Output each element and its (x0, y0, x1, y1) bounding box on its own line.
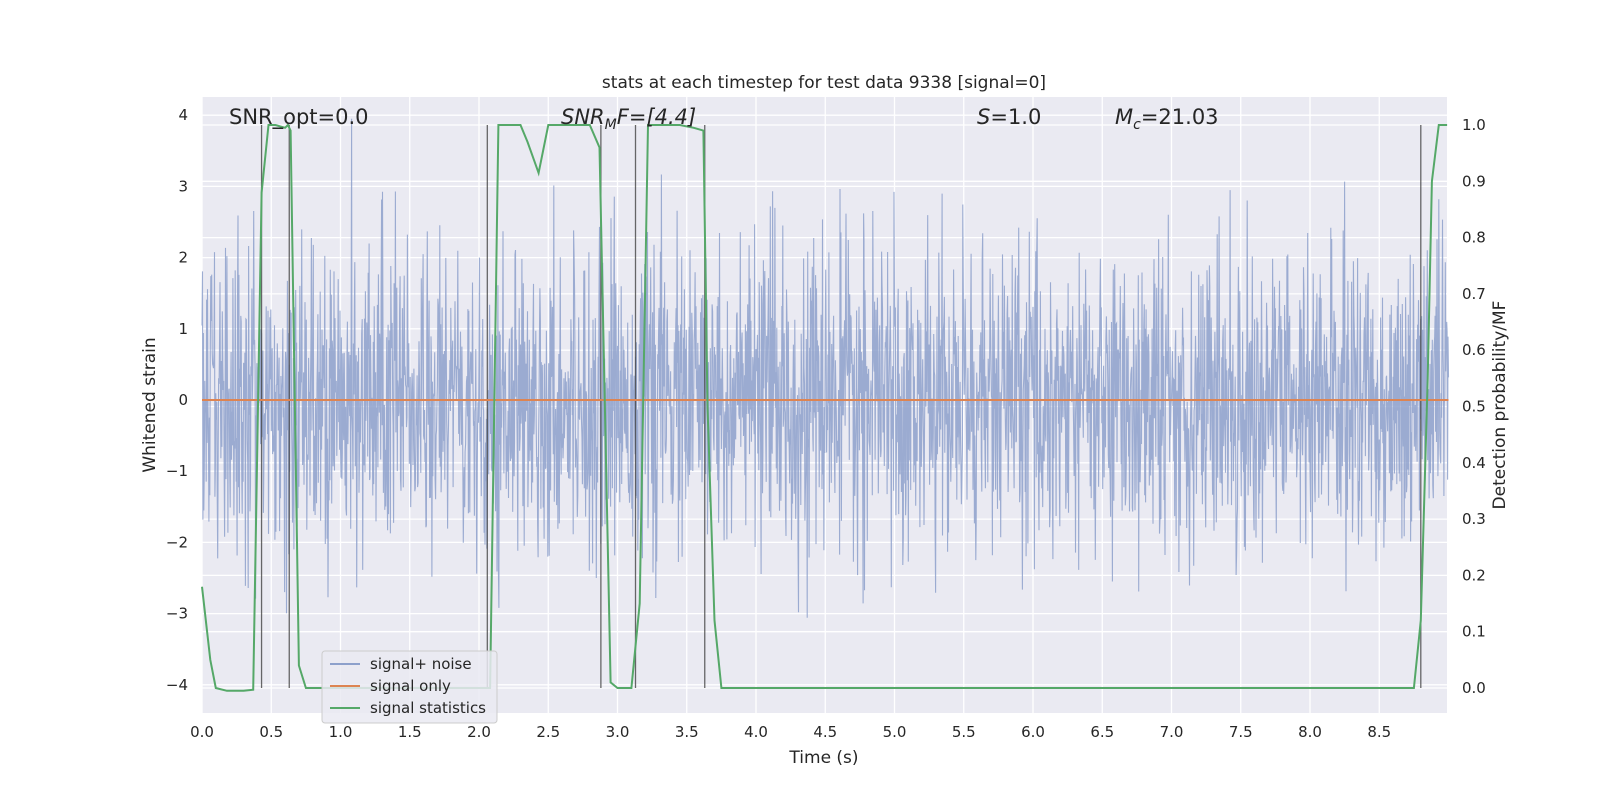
snr-mf-rest: F=[4.4] (617, 105, 696, 129)
noise-series (201, 118, 1450, 618)
legend-label-statistics: signal statistics (370, 699, 486, 717)
y-tick-label: 0 (178, 391, 188, 409)
mc-sub: c (1133, 117, 1141, 133)
y-right-axis-label: Detection probability/MF (1490, 301, 1510, 510)
x-tick-label: 5.5 (952, 723, 976, 741)
y-right-tick-label: 0.3 (1462, 510, 1486, 528)
snr-mf-sub: M (605, 117, 617, 133)
x-tick-label: 6.0 (1021, 723, 1045, 741)
y-tick-label: −3 (166, 605, 188, 623)
legend-box (321, 650, 498, 724)
y-right-tick-label: 0.7 (1462, 285, 1486, 303)
y-tick-label: −2 (166, 533, 188, 551)
x-tick-label: 7.5 (1229, 723, 1253, 741)
y-right-tick-label: 0.0 (1462, 679, 1486, 697)
y-right-tick-label: 0.9 (1462, 172, 1486, 190)
y-tick-label: 1 (178, 320, 188, 338)
snr-mf-main: SNR (561, 105, 605, 129)
y-right-tick-label: 0.8 (1462, 229, 1486, 247)
x-tick-label: 2.0 (467, 723, 491, 741)
x-tick-label: 3.5 (675, 723, 699, 741)
y-tick-label: 3 (178, 177, 188, 195)
x-tick-label: 3.0 (606, 723, 630, 741)
noise-trace (201, 118, 1450, 618)
y-right-tick-label: 0.1 (1462, 623, 1486, 641)
s-rest: =1.0 (990, 105, 1041, 129)
mc-main: M (1115, 105, 1133, 129)
statistics-series (201, 123, 1448, 692)
x-tick-label: 4.5 (813, 723, 837, 741)
chart-title: stats at each timestep for test data 933… (602, 73, 1046, 93)
x-tick-labels: 0.0 0.5 1.0 1.5 2.0 2.5 3.0 3.5 4.0 4.5 5.0 5.5 6.0 6… (190, 723, 1391, 741)
annotation-mc: Mc=21.03 (1115, 105, 1219, 133)
x-axis-label: Time (s) (788, 748, 858, 768)
y-tick-label: 4 (178, 106, 188, 124)
y-tick-label: −1 (166, 462, 188, 480)
annotation-snr-mf: SNRMF=[4.4] (561, 105, 696, 133)
legend-label-signal-only: signal only (370, 677, 451, 695)
statistics-line (201, 123, 1448, 692)
s-main: S (977, 105, 990, 129)
x-tick-label: 8.0 (1298, 723, 1322, 741)
mc-rest: =21.03 (1141, 105, 1219, 129)
x-tick-label: 7.0 (1160, 723, 1184, 741)
annotation-snr-opt: SNR_opt=0.0 (229, 105, 369, 130)
x-tick-label: 0.5 (259, 723, 283, 741)
x-tick-label: 1.0 (329, 723, 353, 741)
x-tick-label: 0.0 (190, 723, 214, 741)
x-tick-label: 1.5 (398, 723, 422, 741)
y-tick-labels: −4 −3 −2 −1 0 1 2 3 4 (166, 106, 188, 694)
y-right-tick-label: 1.0 (1462, 116, 1486, 134)
y-right-tick-labels: 0.0 0.1 0.2 0.3 0.4 0.5 0.6 0.7 0.8 0.9 1.0 (1462, 116, 1486, 697)
annotation-s: S=1.0 (977, 105, 1041, 129)
y-right-tick-label: 0.5 (1462, 398, 1486, 416)
legend-label-noise: signal+ noise (370, 655, 472, 673)
x-tick-label: 4.0 (744, 723, 768, 741)
y-axis-label: Whitened strain (140, 337, 160, 472)
x-tick-label: 5.0 (883, 723, 907, 741)
x-tick-label: 6.5 (1090, 723, 1114, 741)
legend: signal+ noise signal only signal statist… (321, 650, 498, 724)
y-right-tick-label: 0.2 (1462, 566, 1486, 584)
y-right-tick-label: 0.6 (1462, 341, 1486, 359)
y-tick-label: −4 (166, 676, 188, 694)
x-tick-label: 2.5 (536, 723, 560, 741)
y-right-tick-label: 0.4 (1462, 454, 1486, 472)
y-tick-label: 2 (178, 249, 188, 267)
x-tick-label: 8.5 (1367, 723, 1391, 741)
